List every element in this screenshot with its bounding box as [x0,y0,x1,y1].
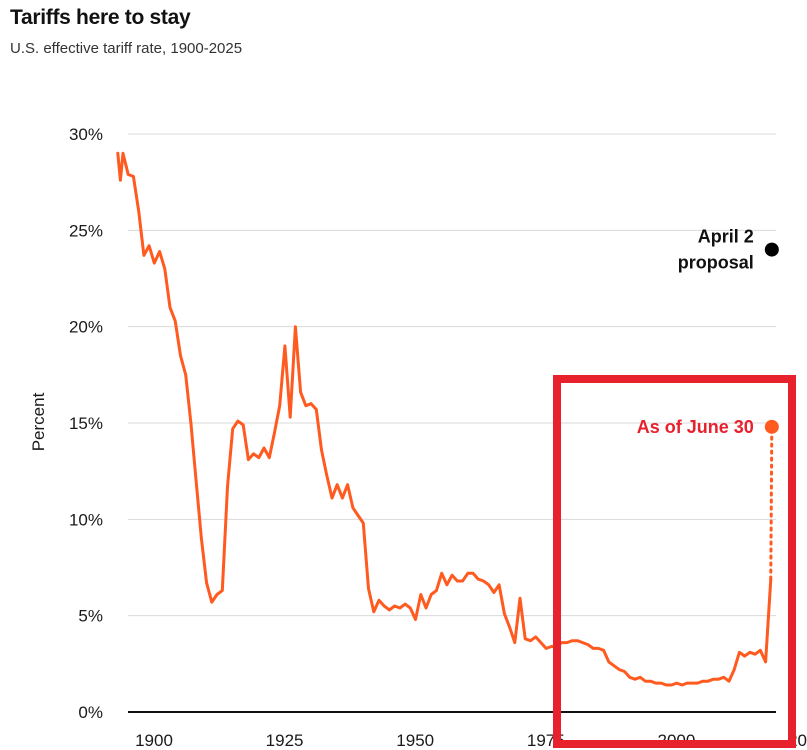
chart-subtitle: U.S. effective tariff rate, 1900-2025 [10,40,243,57]
as-of-june-30-point [764,419,779,434]
y-tick-label: 15% [69,414,103,433]
y-axis-ticks: 0% 5% 10% 15% 20% 25% 30% [69,125,103,722]
x-tick-label: 1925 [266,731,304,750]
y-tick-label: 10% [69,510,103,529]
as-of-june-30-label: As of June 30 [637,417,754,437]
y-tick-label: 20% [69,318,103,337]
annotations: April 2 proposal As of June 30 [637,227,779,437]
y-tick-label: 5% [78,607,103,626]
x-tick-label: 1900 [135,731,173,750]
projection-dotted-line [769,425,774,581]
y-tick-label: 30% [69,125,103,144]
highlight-box [553,375,796,748]
april-2-proposal-label: April 2 [698,227,754,247]
chart-title: Tariffs here to stay [10,6,191,29]
series-line [116,151,773,687]
april-2-proposal-point [764,242,779,257]
y-axis-label: Percent [29,392,48,451]
april-2-proposal-label: proposal [678,253,754,273]
x-tick-label: 1950 [396,731,434,750]
gridlines [128,133,776,713]
series-layer [116,151,774,687]
y-tick-label: 0% [78,703,103,722]
y-tick-label: 25% [69,221,103,240]
